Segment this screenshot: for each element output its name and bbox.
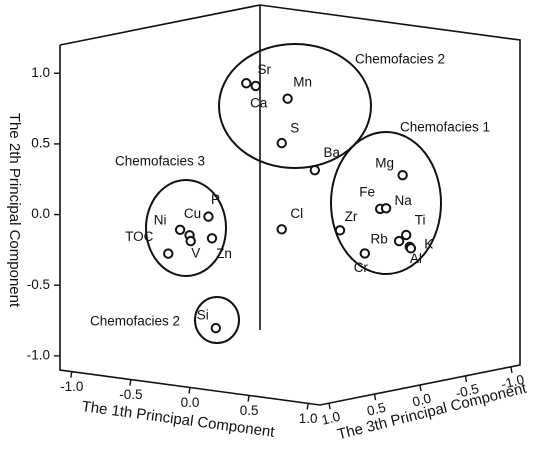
x-tick bbox=[129, 379, 132, 386]
x-tick-label: 0.5 bbox=[240, 403, 259, 418]
y-tick-label: -1.0 bbox=[27, 347, 50, 362]
cluster-ring bbox=[194, 296, 240, 344]
point-label: Sr bbox=[258, 62, 272, 77]
point-label: Cl bbox=[290, 206, 303, 221]
point-label: V bbox=[191, 246, 200, 261]
point-label: TOC bbox=[125, 229, 154, 244]
plot-box bbox=[59, 4, 521, 406]
point bbox=[334, 225, 346, 236]
point-label: Al bbox=[410, 251, 422, 266]
point bbox=[359, 248, 371, 259]
x-tick bbox=[306, 403, 309, 410]
x-tick bbox=[247, 395, 250, 402]
z-tick-label: -0.5 bbox=[454, 381, 480, 401]
annotation: Chemofacies 3 bbox=[115, 154, 205, 169]
annotation: Chemofacies 1 bbox=[400, 120, 490, 135]
point-label: Na bbox=[394, 193, 412, 208]
point-label: Cu bbox=[184, 206, 201, 221]
point-label: Ba bbox=[324, 145, 341, 160]
point-label: Cr bbox=[354, 260, 369, 275]
point bbox=[203, 211, 214, 222]
point bbox=[163, 248, 174, 259]
x-tick bbox=[70, 371, 73, 378]
cluster-ring bbox=[218, 43, 372, 169]
z-tick-label: -1.0 bbox=[500, 372, 526, 392]
point bbox=[174, 224, 186, 235]
point-label: S bbox=[290, 121, 299, 136]
z-tick bbox=[419, 384, 422, 392]
point bbox=[282, 93, 293, 104]
point bbox=[405, 243, 417, 254]
y-axis-title: The 2th Principal Component bbox=[6, 113, 23, 308]
z-tick bbox=[464, 375, 468, 383]
point bbox=[276, 224, 287, 235]
point-label: P bbox=[211, 192, 220, 207]
point-label: Mg bbox=[375, 156, 394, 171]
point bbox=[309, 164, 321, 176]
point bbox=[400, 229, 412, 241]
z-tick-label: 1.0 bbox=[320, 409, 342, 428]
z-axis-title: The 3th Principal Component bbox=[336, 380, 529, 444]
point-label: K bbox=[424, 236, 433, 251]
y-tick-label: 1.0 bbox=[31, 65, 50, 80]
point bbox=[241, 78, 252, 89]
point bbox=[276, 137, 287, 149]
point bbox=[210, 322, 222, 334]
annotation: Chemofacies 2 bbox=[90, 314, 180, 329]
y-tick-label: -0.5 bbox=[27, 277, 50, 292]
x-tick-label: -1.0 bbox=[60, 379, 83, 394]
point bbox=[250, 80, 261, 92]
point-label: Fe bbox=[359, 184, 375, 199]
y-tick-label: 0.5 bbox=[31, 135, 50, 150]
point-label: Ni bbox=[154, 212, 167, 227]
point bbox=[397, 169, 408, 181]
point-label: Mn bbox=[293, 74, 312, 89]
x-tick-label: -0.5 bbox=[119, 387, 142, 402]
point bbox=[206, 233, 218, 244]
point bbox=[380, 203, 392, 214]
z-tick-label: 0.5 bbox=[365, 400, 387, 419]
point-label: Zn bbox=[216, 246, 232, 261]
annotation: Chemofacies 2 bbox=[355, 52, 445, 67]
x-tick-label: 0.0 bbox=[181, 395, 200, 410]
x-tick bbox=[188, 387, 191, 394]
z-tick bbox=[510, 366, 513, 373]
cluster-ring bbox=[330, 131, 442, 275]
point-label: Ca bbox=[250, 95, 268, 110]
x-tick-label: 1.0 bbox=[299, 411, 318, 426]
cluster-ring bbox=[145, 179, 227, 277]
y-tick-label: 0.0 bbox=[31, 206, 50, 221]
point-label: Ti bbox=[415, 213, 426, 228]
point bbox=[185, 235, 196, 247]
z-tick bbox=[328, 403, 331, 410]
point-label: Si bbox=[197, 308, 209, 323]
z-tick-label: 0.0 bbox=[411, 391, 433, 410]
point-label: Zr bbox=[345, 209, 358, 224]
point-label: Rb bbox=[370, 232, 387, 247]
z-tick bbox=[373, 393, 377, 401]
point bbox=[393, 235, 405, 247]
